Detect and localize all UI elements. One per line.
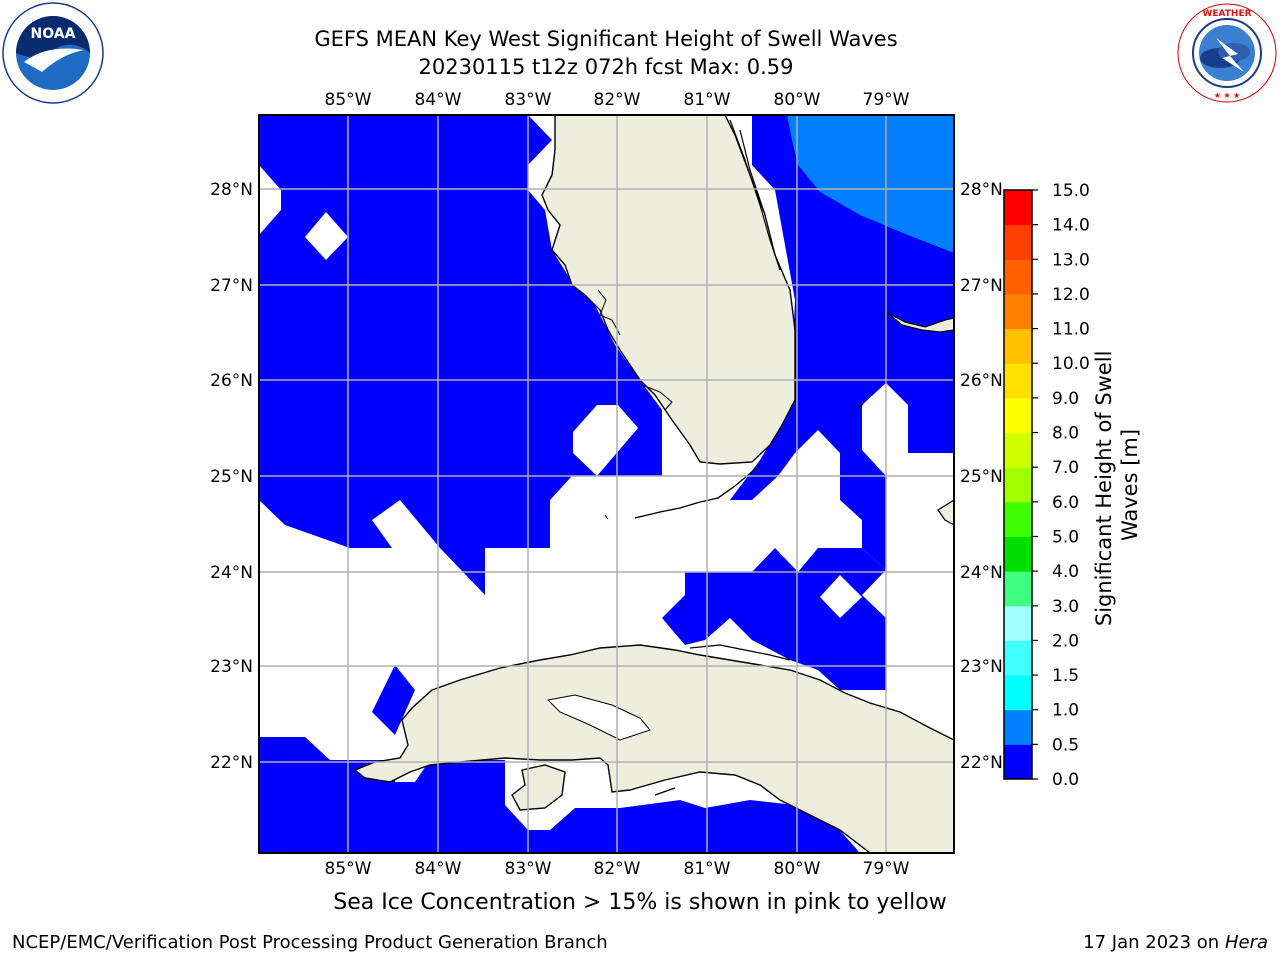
lon-label-top: 81°W: [684, 90, 731, 110]
lon-label-top: 84°W: [415, 90, 462, 110]
noaa-logo: NOAA: [2, 2, 104, 104]
colorbar-tick-label: 1.0: [1052, 701, 1079, 721]
lon-label-bottom: 83°W: [505, 859, 552, 879]
colorbar-tick-label: 8.0: [1052, 424, 1079, 444]
colorbar-tick-label: 13.0: [1052, 250, 1090, 270]
colorbar-bin: [1004, 190, 1032, 226]
colorbar-tick-label: 0.5: [1052, 735, 1079, 755]
lat-label-left: 24°N: [210, 563, 253, 583]
lat-label-right: 24°N: [960, 563, 1003, 583]
colorbar-tick-label: 12.0: [1052, 285, 1090, 305]
colorbar-bin: [1004, 675, 1032, 711]
colorbar-tick-label: 10.0: [1052, 354, 1090, 374]
nws-logo: WEATHER ★ ★ ★: [1177, 3, 1277, 103]
colorbar-tick-label: 5.0: [1052, 527, 1079, 547]
colorbar-bin: [1004, 293, 1032, 330]
svg-text:WEATHER: WEATHER: [1202, 9, 1251, 19]
colorbar-bin: [1004, 328, 1032, 364]
plot-title: GEFS MEAN Key West Significant Height of…: [314, 27, 898, 51]
lat-label-right: 25°N: [960, 467, 1003, 487]
colorbar-bin: [1004, 224, 1032, 260]
colorbar-bin: [1004, 640, 1032, 676]
colorbar-bin: [1004, 259, 1032, 295]
lat-label-left: 28°N: [210, 180, 253, 200]
colorbar-tick-label: 14.0: [1052, 216, 1090, 236]
lat-label-right: 28°N: [960, 180, 1003, 200]
colorbar-label: Significant Height of Swell Waves [m]: [1092, 344, 1142, 626]
footer-date: 17 Jan 2023 on Hera: [1083, 932, 1268, 953]
footer-date-text: 17 Jan 2023 on: [1083, 932, 1225, 953]
footer-credit: NCEP/EMC/Verification Post Processing Pr…: [12, 932, 608, 953]
lon-label-bottom: 84°W: [415, 859, 462, 879]
lon-label-top: 80°W: [774, 90, 821, 110]
lon-label-bottom: 85°W: [325, 859, 372, 879]
colorbar-bin: [1004, 363, 1032, 399]
colorbar-tick-label: 1.5: [1052, 666, 1079, 686]
footer-host: Hera: [1224, 932, 1268, 953]
colorbar-bin: [1004, 501, 1032, 537]
lat-label-left: 23°N: [210, 657, 253, 677]
colorbar-tick-label: 9.0: [1052, 389, 1079, 409]
colorbar-bin: [1004, 744, 1032, 780]
lon-label-top: 85°W: [325, 90, 372, 110]
lon-label-top: 83°W: [505, 90, 552, 110]
lat-label-left: 22°N: [210, 753, 253, 773]
lon-label-bottom: 81°W: [684, 859, 731, 879]
colorbar-tick-label: 3.0: [1052, 597, 1079, 617]
swell-field-south-west: [259, 737, 860, 853]
lon-label-bottom: 82°W: [594, 859, 641, 879]
sea-ice-note: Sea Ice Concentration > 15% is shown in …: [333, 890, 947, 915]
lat-label-right: 22°N: [960, 753, 1003, 773]
colorbar-bin: [1004, 397, 1032, 434]
colorbar-bin: [1004, 571, 1032, 607]
colorbar-tick-label: 2.0: [1052, 631, 1079, 651]
land-cuba: [353, 644, 954, 853]
noaa-logo-text: NOAA: [31, 26, 76, 42]
lon-label-bottom: 79°W: [863, 859, 910, 879]
lat-label-right: 23°N: [960, 657, 1003, 677]
lat-label-right: 27°N: [960, 276, 1003, 296]
colorbar-bin: [1004, 536, 1032, 572]
lon-label-top: 82°W: [594, 90, 641, 110]
swell-field-gulf: [259, 115, 662, 595]
land-isla-juventud: [511, 764, 566, 811]
colorbar-tick-label: 0.0: [1052, 770, 1079, 790]
swell-field-islet: [372, 665, 415, 735]
colorbar-tick-label: 11.0: [1052, 320, 1090, 340]
colorbar-tick-label: 7.0: [1052, 458, 1079, 478]
map-frame: [258, 114, 955, 854]
colorbar-bin: [1004, 709, 1032, 745]
lat-label-left: 27°N: [210, 276, 253, 296]
colorbar-tick-label: 6.0: [1052, 493, 1079, 513]
colorbar-bin: [1004, 467, 1032, 503]
swell-field-straits: [640, 548, 886, 690]
colorbar: [1003, 189, 1038, 780]
colorbar-bin: [1004, 605, 1032, 641]
lat-label-right: 26°N: [960, 371, 1003, 391]
colorbar-tick-label: 15.0: [1052, 181, 1090, 201]
plot-subtitle: 20230115 t12z 072h fcst Max: 0.59: [418, 55, 794, 79]
lon-label-top: 79°W: [863, 90, 910, 110]
lon-label-bottom: 80°W: [774, 859, 821, 879]
svg-text:★ ★ ★: ★ ★ ★: [1214, 91, 1241, 100]
colorbar-frame: [1003, 189, 1033, 780]
colorbar-bin: [1004, 432, 1032, 468]
lat-label-left: 26°N: [210, 371, 253, 391]
colorbar-tick-label: 4.0: [1052, 562, 1079, 582]
graticule: [259, 115, 954, 853]
swell-field-band-0-5: [787, 115, 954, 253]
lat-label-left: 25°N: [210, 467, 253, 487]
